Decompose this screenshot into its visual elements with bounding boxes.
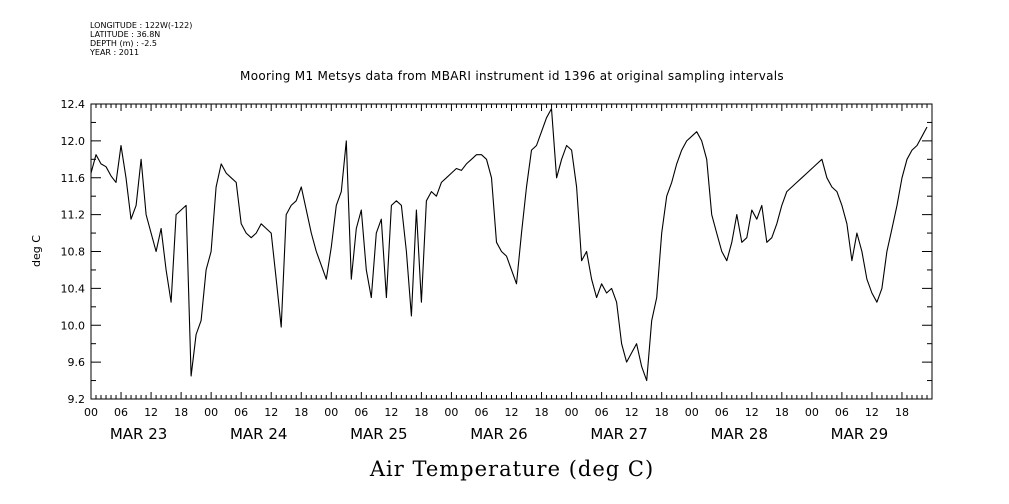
x-hour-label: 00 bbox=[324, 406, 338, 419]
x-hour-label: 00 bbox=[84, 406, 98, 419]
x-hour-label: 12 bbox=[505, 406, 519, 419]
x-hour-label: 18 bbox=[294, 406, 308, 419]
y-axis: 9.2 9.6 10.0 10.4 10.8 11.2 11.6 12.0 12.4 bbox=[61, 98, 932, 406]
x-day-label: MAR 26 bbox=[470, 425, 527, 443]
plot-frame bbox=[90, 103, 933, 400]
x-hour-label: 06 bbox=[474, 406, 488, 419]
x-hour-label: 00 bbox=[565, 406, 579, 419]
x-hour-label: 12 bbox=[865, 406, 879, 419]
x-day-label: MAR 29 bbox=[831, 425, 888, 443]
series-group bbox=[90, 108, 928, 382]
x-hour-label: 18 bbox=[895, 406, 909, 419]
x-day-label: MAR 24 bbox=[230, 425, 287, 443]
x-hour-label: 06 bbox=[835, 406, 849, 419]
x-hour-label: 06 bbox=[595, 406, 609, 419]
x-hour-label: 12 bbox=[144, 406, 158, 419]
y-tick-label: 12.0 bbox=[61, 135, 86, 148]
x-axis: 00 06 12 18 00 06 12 18 00 06 12 18 00 06 12 18 00 06 12 18… bbox=[84, 104, 933, 443]
x-hour-label: 12 bbox=[625, 406, 639, 419]
latitude-text: LATITUDE : 36.8N bbox=[90, 30, 161, 39]
longitude-text: LONGITUDE : 122W(-122) bbox=[90, 21, 193, 30]
x-hour-label: 18 bbox=[655, 406, 669, 419]
x-hour-label: 18 bbox=[414, 406, 428, 419]
y-axis-label: deg C bbox=[30, 235, 43, 267]
chart-title: Mooring M1 Metsys data from MBARI instru… bbox=[240, 69, 784, 83]
x-hour-label: 12 bbox=[745, 406, 759, 419]
x-day-label: MAR 27 bbox=[590, 425, 647, 443]
y-tick-label: 11.6 bbox=[61, 172, 86, 185]
x-hour-label: 18 bbox=[174, 406, 188, 419]
x-hour-label: 12 bbox=[264, 406, 278, 419]
y-tick-label: 10.0 bbox=[61, 319, 86, 332]
y-tick-label: 10.4 bbox=[61, 282, 86, 295]
y-tick-label: 9.6 bbox=[68, 356, 86, 369]
x-hour-label: 06 bbox=[114, 406, 128, 419]
depth-text: DEPTH (m) : -2.5 bbox=[90, 39, 157, 48]
x-hour-label: 12 bbox=[384, 406, 398, 419]
x-hour-label: 18 bbox=[775, 406, 789, 419]
x-day-label: MAR 25 bbox=[350, 425, 407, 443]
x-hour-label: 06 bbox=[715, 406, 729, 419]
y-tick-label: 9.2 bbox=[68, 393, 86, 406]
y-tick-label: 11.2 bbox=[61, 209, 86, 222]
x-axis-title: Air Temperature (deg C) bbox=[369, 457, 654, 481]
x-day-label: MAR 23 bbox=[110, 425, 167, 443]
x-hour-label: 00 bbox=[685, 406, 699, 419]
x-hour-label: 00 bbox=[444, 406, 458, 419]
metadata-block: LONGITUDE : 122W(-122) LATITUDE : 36.8N … bbox=[90, 21, 192, 57]
x-hour-label: 00 bbox=[204, 406, 218, 419]
year-text: YEAR : 2011 bbox=[90, 48, 140, 57]
y-tick-label: 10.8 bbox=[61, 246, 86, 259]
y-tick-label: 12.4 bbox=[61, 98, 86, 111]
x-hour-label: 06 bbox=[234, 406, 248, 419]
series-line bbox=[90, 108, 928, 382]
x-hour-label: 18 bbox=[535, 406, 549, 419]
x-day-label: MAR 28 bbox=[711, 425, 768, 443]
x-hour-label: 06 bbox=[354, 406, 368, 419]
x-hour-label: 00 bbox=[805, 406, 819, 419]
